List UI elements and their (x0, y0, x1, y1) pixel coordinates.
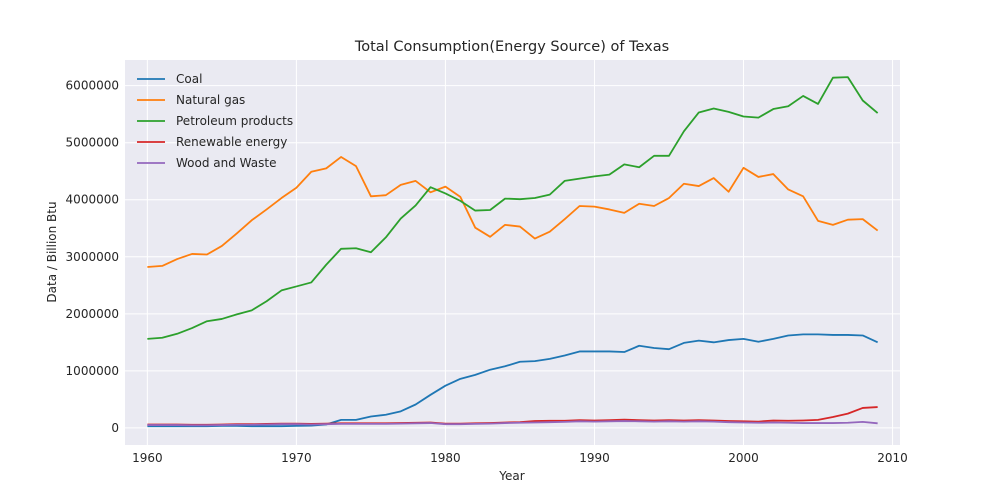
y-tick-label: 1000000 (66, 364, 119, 378)
x-axis-ticks: 1960 1970 1980 1990 2000 2010 (132, 451, 908, 465)
y-tick-label: 2000000 (66, 307, 119, 321)
x-tick-label: 1980 (430, 451, 461, 465)
legend-label-coal: Coal (176, 72, 202, 86)
y-tick-label: 4000000 (66, 193, 119, 207)
y-tick-label: 0 (111, 421, 119, 435)
legend-label-natural-gas: Natural gas (176, 93, 245, 107)
plot-area (125, 60, 900, 445)
series-line-petroleum-products (147, 76, 879, 340)
y-axis-label: Data / Billion Btu (45, 201, 59, 302)
x-tick-label: 1960 (132, 451, 163, 465)
y-axis-ticks: 0 1000000 2000000 3000000 4000000 5000000 6000… (66, 79, 119, 435)
series-line-coal (147, 333, 879, 428)
y-tick-label: 6000000 (66, 79, 119, 93)
series-line-natural-gas (147, 156, 879, 268)
x-tick-label: 1970 (281, 451, 312, 465)
x-tick-label: 1990 (579, 451, 610, 465)
chart-title: Total Consumption(Energy Source) of Texa… (354, 39, 669, 55)
y-tick-label: 5000000 (66, 136, 119, 150)
x-tick-label: 2010 (877, 451, 908, 465)
legend-label-petroleum-products: Petroleum products (176, 114, 293, 128)
legend: Coal Natural gas Petroleum products Renewab… (137, 72, 293, 170)
x-axis-label: Year (498, 469, 524, 483)
series-lines (147, 76, 879, 428)
legend-label-renewable-energy: Renewable energy (176, 135, 287, 149)
x-tick-label: 2000 (728, 451, 759, 465)
y-tick-label: 3000000 (66, 250, 119, 264)
series-line-wood-and-waste (147, 420, 878, 427)
legend-label-wood-and-waste: Wood and Waste (176, 156, 276, 170)
